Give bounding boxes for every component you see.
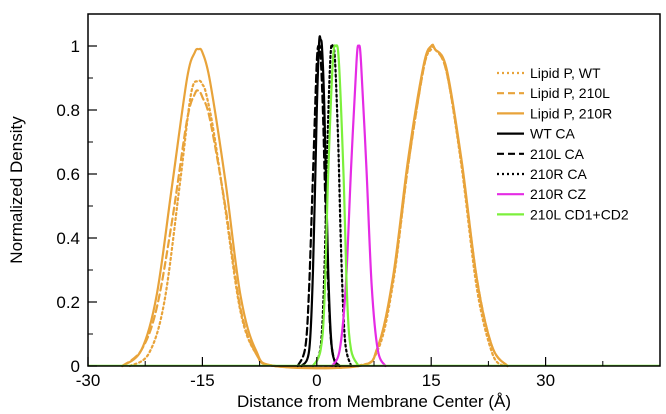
axis-ticks: -30 -15 0 15 30 0 0.2 0.4 0.6 0.8 1 xyxy=(56,13,604,390)
x-tick-label: 0 xyxy=(312,371,321,390)
y-tick-label: 1 xyxy=(71,37,80,56)
x-tick-label: -30 xyxy=(76,371,101,390)
legend-label: Lipid P, 210L xyxy=(530,85,610,101)
y-tick-label: 0 xyxy=(71,357,80,376)
legend-label: 210R CA xyxy=(530,166,587,182)
y-tick-label: 0.4 xyxy=(56,229,80,248)
x-tick-label: -15 xyxy=(190,371,215,390)
legend-label: 210L CA xyxy=(530,146,585,162)
x-tick-label: 15 xyxy=(422,371,441,390)
legend-label: Lipid P, WT xyxy=(530,65,601,81)
series-line-210l-ca xyxy=(296,44,337,368)
y-axis-title: Normalized Density xyxy=(7,116,26,264)
series-line-210r-cz xyxy=(331,44,387,368)
y-tick-label: 0.2 xyxy=(56,293,80,312)
x-axis-title: Distance from Membrane Center (Å) xyxy=(237,392,511,411)
series-line-210r-ca xyxy=(311,43,353,368)
legend: Lipid P, WT Lipid P, 210L Lipid P, 210R WT … xyxy=(497,65,629,222)
legend-label: 210R CZ xyxy=(530,186,586,202)
y-tick-label: 0.6 xyxy=(56,165,80,184)
legend-label: WT CA xyxy=(530,126,576,142)
series-line-210l-cd1-cd2 xyxy=(311,44,360,368)
legend-label: 210L CD1+CD2 xyxy=(530,206,629,222)
x-tick-label: 30 xyxy=(536,371,555,390)
legend-label: Lipid P, 210R xyxy=(530,105,612,121)
y-tick-label: 0.8 xyxy=(56,101,80,120)
